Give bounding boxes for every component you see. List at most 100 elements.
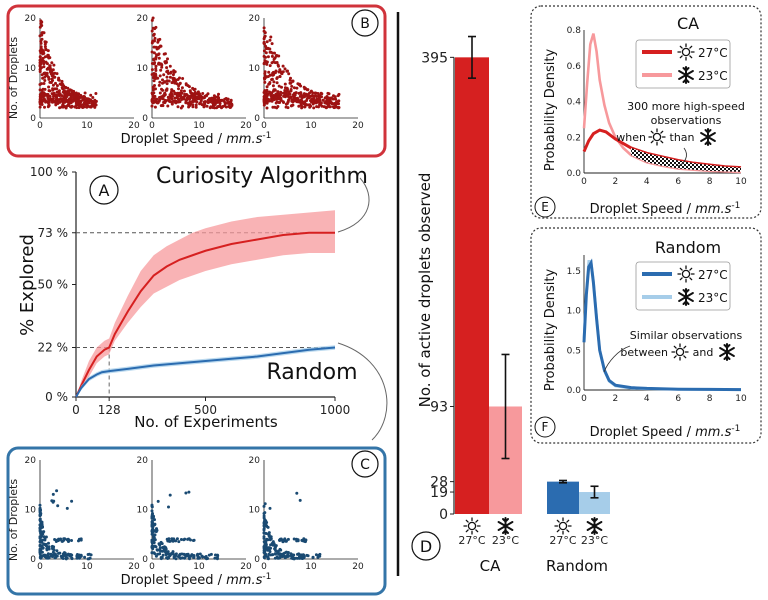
scatter-b-point: [45, 74, 49, 78]
scatter-c-point: [270, 553, 274, 557]
scatter-c-point: [302, 537, 306, 541]
legend-label-23c: 23°C: [698, 69, 728, 83]
scatter-c-point: [273, 547, 277, 551]
scatter-b-ytick-label: 10: [249, 64, 261, 74]
panel-d-ytick-label: 0: [439, 507, 448, 523]
scatter-b-point: [268, 81, 272, 84]
panel-e-annotation-than: than: [670, 131, 695, 144]
scatter-b-xtick-label: 20: [352, 121, 364, 131]
scatter-b-point: [268, 73, 272, 77]
scatter-b-point: [157, 83, 161, 87]
scatter-c-point: [286, 537, 290, 541]
scatter-b-point: [337, 106, 340, 110]
scatter-b-point: [300, 104, 304, 108]
scatter-b-point: [163, 60, 167, 64]
scatter-c-point: [174, 553, 178, 556]
scatter-b-point: [92, 104, 96, 108]
scatter-b-point: [60, 86, 64, 90]
panel-a-xtick-label: 128: [98, 403, 121, 417]
panel-c-ylabel: No. of Droplets: [7, 479, 20, 561]
scatter-b-point: [154, 45, 158, 49]
scatter-b-point: [156, 38, 160, 42]
scatter-b-point: [315, 105, 319, 109]
scatter-b-point: [262, 37, 266, 41]
scatter-c-point: [38, 503, 42, 507]
panel-f-ytick-label: 0.5: [567, 346, 581, 356]
panel-c-letter: C: [360, 457, 370, 473]
scatter-b-point: [179, 106, 183, 110]
scatter-b-point: [151, 39, 155, 43]
scatter-c-point: [192, 556, 196, 559]
scatter-b-point: [218, 100, 221, 104]
scatter-b-point: [223, 97, 227, 101]
scatter-c-point: [39, 539, 42, 543]
scatter-b-point: [174, 79, 178, 82]
scatter-b-point: [65, 104, 69, 108]
scatter-b-point: [165, 70, 169, 74]
scatter-c-point: [153, 522, 157, 526]
scatter-b-point: [52, 63, 56, 67]
scatter-c-point: [51, 550, 55, 554]
scatter-b-point: [263, 72, 267, 76]
panel-f: 0 2 4 6 8 10 0.0 0.5 1.0 1.5 27°C 23°C Similar obser…: [530, 227, 762, 444]
scatter-c-point: [264, 545, 268, 549]
panel-a-ytick-label: 22 %: [38, 341, 69, 355]
scatter-b-point: [335, 100, 338, 104]
scatter-b-point: [154, 69, 158, 72]
scatter-b-point: [181, 77, 185, 80]
scatter-b-ytick-label: 20: [249, 14, 261, 24]
scatter-b-point: [47, 77, 51, 81]
scatter-b-xtick-label: 10: [81, 121, 93, 131]
scatter-c-point: [39, 523, 43, 527]
scatter-c-point: [187, 490, 191, 494]
scatter-c-point: [40, 545, 44, 549]
scatter-b-point: [270, 95, 274, 99]
panel-a-xtick-label: 500: [194, 403, 217, 417]
scatter-b-point: [212, 99, 216, 103]
scatter-b-point: [331, 102, 335, 106]
scatter-b-point: [262, 61, 266, 65]
scatter-c-point: [174, 557, 178, 561]
scatter-c-point: [168, 493, 172, 497]
scatter-b-point: [195, 100, 199, 104]
scatter-b-point: [277, 54, 281, 58]
scatter-c-xtick-label: 20: [352, 562, 364, 572]
scatter-c-point: [283, 537, 287, 541]
scatter-b-point: [205, 104, 209, 108]
bar-label: 23°C: [581, 534, 608, 547]
scatter-b-point: [48, 80, 52, 84]
random-line: [75, 346, 336, 398]
sun-icon: [554, 517, 572, 535]
scatter-b-ytick-label: 10: [25, 64, 37, 74]
scatter-c-point: [55, 549, 59, 553]
scatter-b-point: [326, 91, 330, 95]
scatter-c-point: [278, 538, 281, 542]
bar-label: 27°C: [458, 534, 485, 547]
connector-curiosity: [337, 177, 370, 233]
scatter-b-point: [200, 96, 204, 100]
scatter-b-point: [40, 73, 44, 77]
scatter-c-point: [266, 555, 270, 559]
scatter-b-point: [277, 64, 280, 68]
panel-e-title: CA: [677, 14, 699, 33]
scatter-b-point: [197, 97, 201, 101]
panel-f-ytick-label: 1.5: [567, 267, 581, 277]
scatter-b-point: [168, 96, 172, 99]
scatter-b-point: [77, 106, 81, 110]
connector-random: [337, 342, 388, 441]
panel-d-ytick-label: 395: [421, 50, 448, 66]
scatter-b-point: [62, 97, 66, 101]
scatter-b-point: [61, 83, 65, 86]
scatter-c-point: [268, 506, 272, 510]
scatter-c-point: [153, 533, 157, 537]
scatter-b-point: [43, 45, 47, 49]
scatter-b-point: [64, 85, 68, 89]
scatter-b-point: [272, 57, 276, 61]
scatter-c-point: [295, 491, 299, 495]
scatter-c-point: [213, 556, 217, 560]
scatter-c-point: [55, 538, 59, 542]
scatter-b-point: [173, 70, 177, 74]
scatter-b-point: [213, 102, 217, 106]
